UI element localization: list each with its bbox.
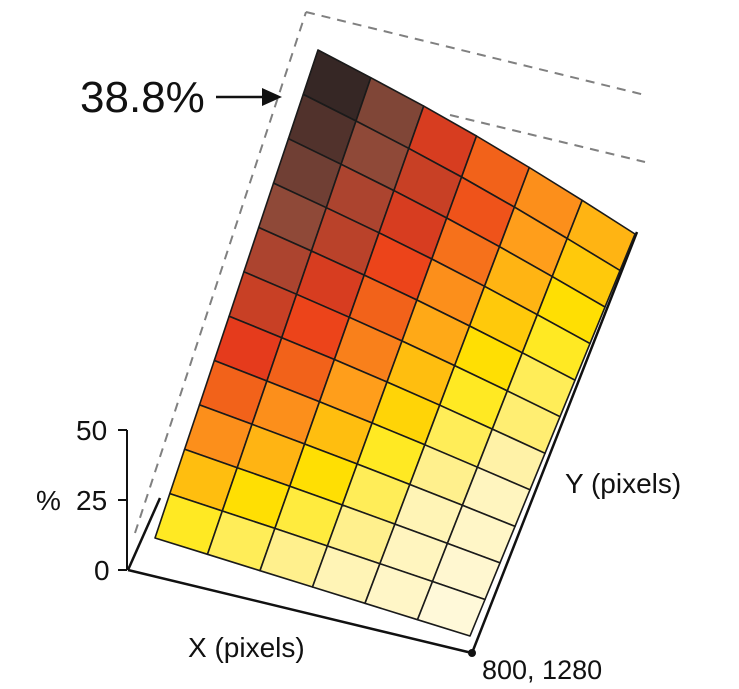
z-axis-label: % [36, 485, 61, 516]
z-tick-label-25: 25 [76, 485, 107, 516]
peak-annotation-arrow [216, 88, 282, 106]
peak-annotation-label: 38.8% [80, 73, 205, 122]
base-frame [126, 231, 639, 655]
base-edge-front [127, 568, 473, 655]
corner-marker [468, 649, 476, 657]
surface-cells [154, 49, 636, 637]
x-axis-label: X (pixels) [188, 632, 305, 663]
y-axis-label: Y (pixels) [565, 468, 681, 499]
base-edge-right [470, 231, 639, 654]
corner-label: 800, 1280 [482, 655, 602, 685]
z-axis [118, 429, 128, 571]
dashed-line-mid [449, 114, 646, 163]
base-edge-left [126, 497, 162, 571]
surface-cell-10-5 [416, 580, 486, 637]
dashed-line-top [305, 11, 646, 96]
z-tick-label-50: 50 [76, 415, 107, 446]
z-tick-label-0: 0 [94, 555, 110, 586]
peak-arrow-head [262, 88, 282, 106]
